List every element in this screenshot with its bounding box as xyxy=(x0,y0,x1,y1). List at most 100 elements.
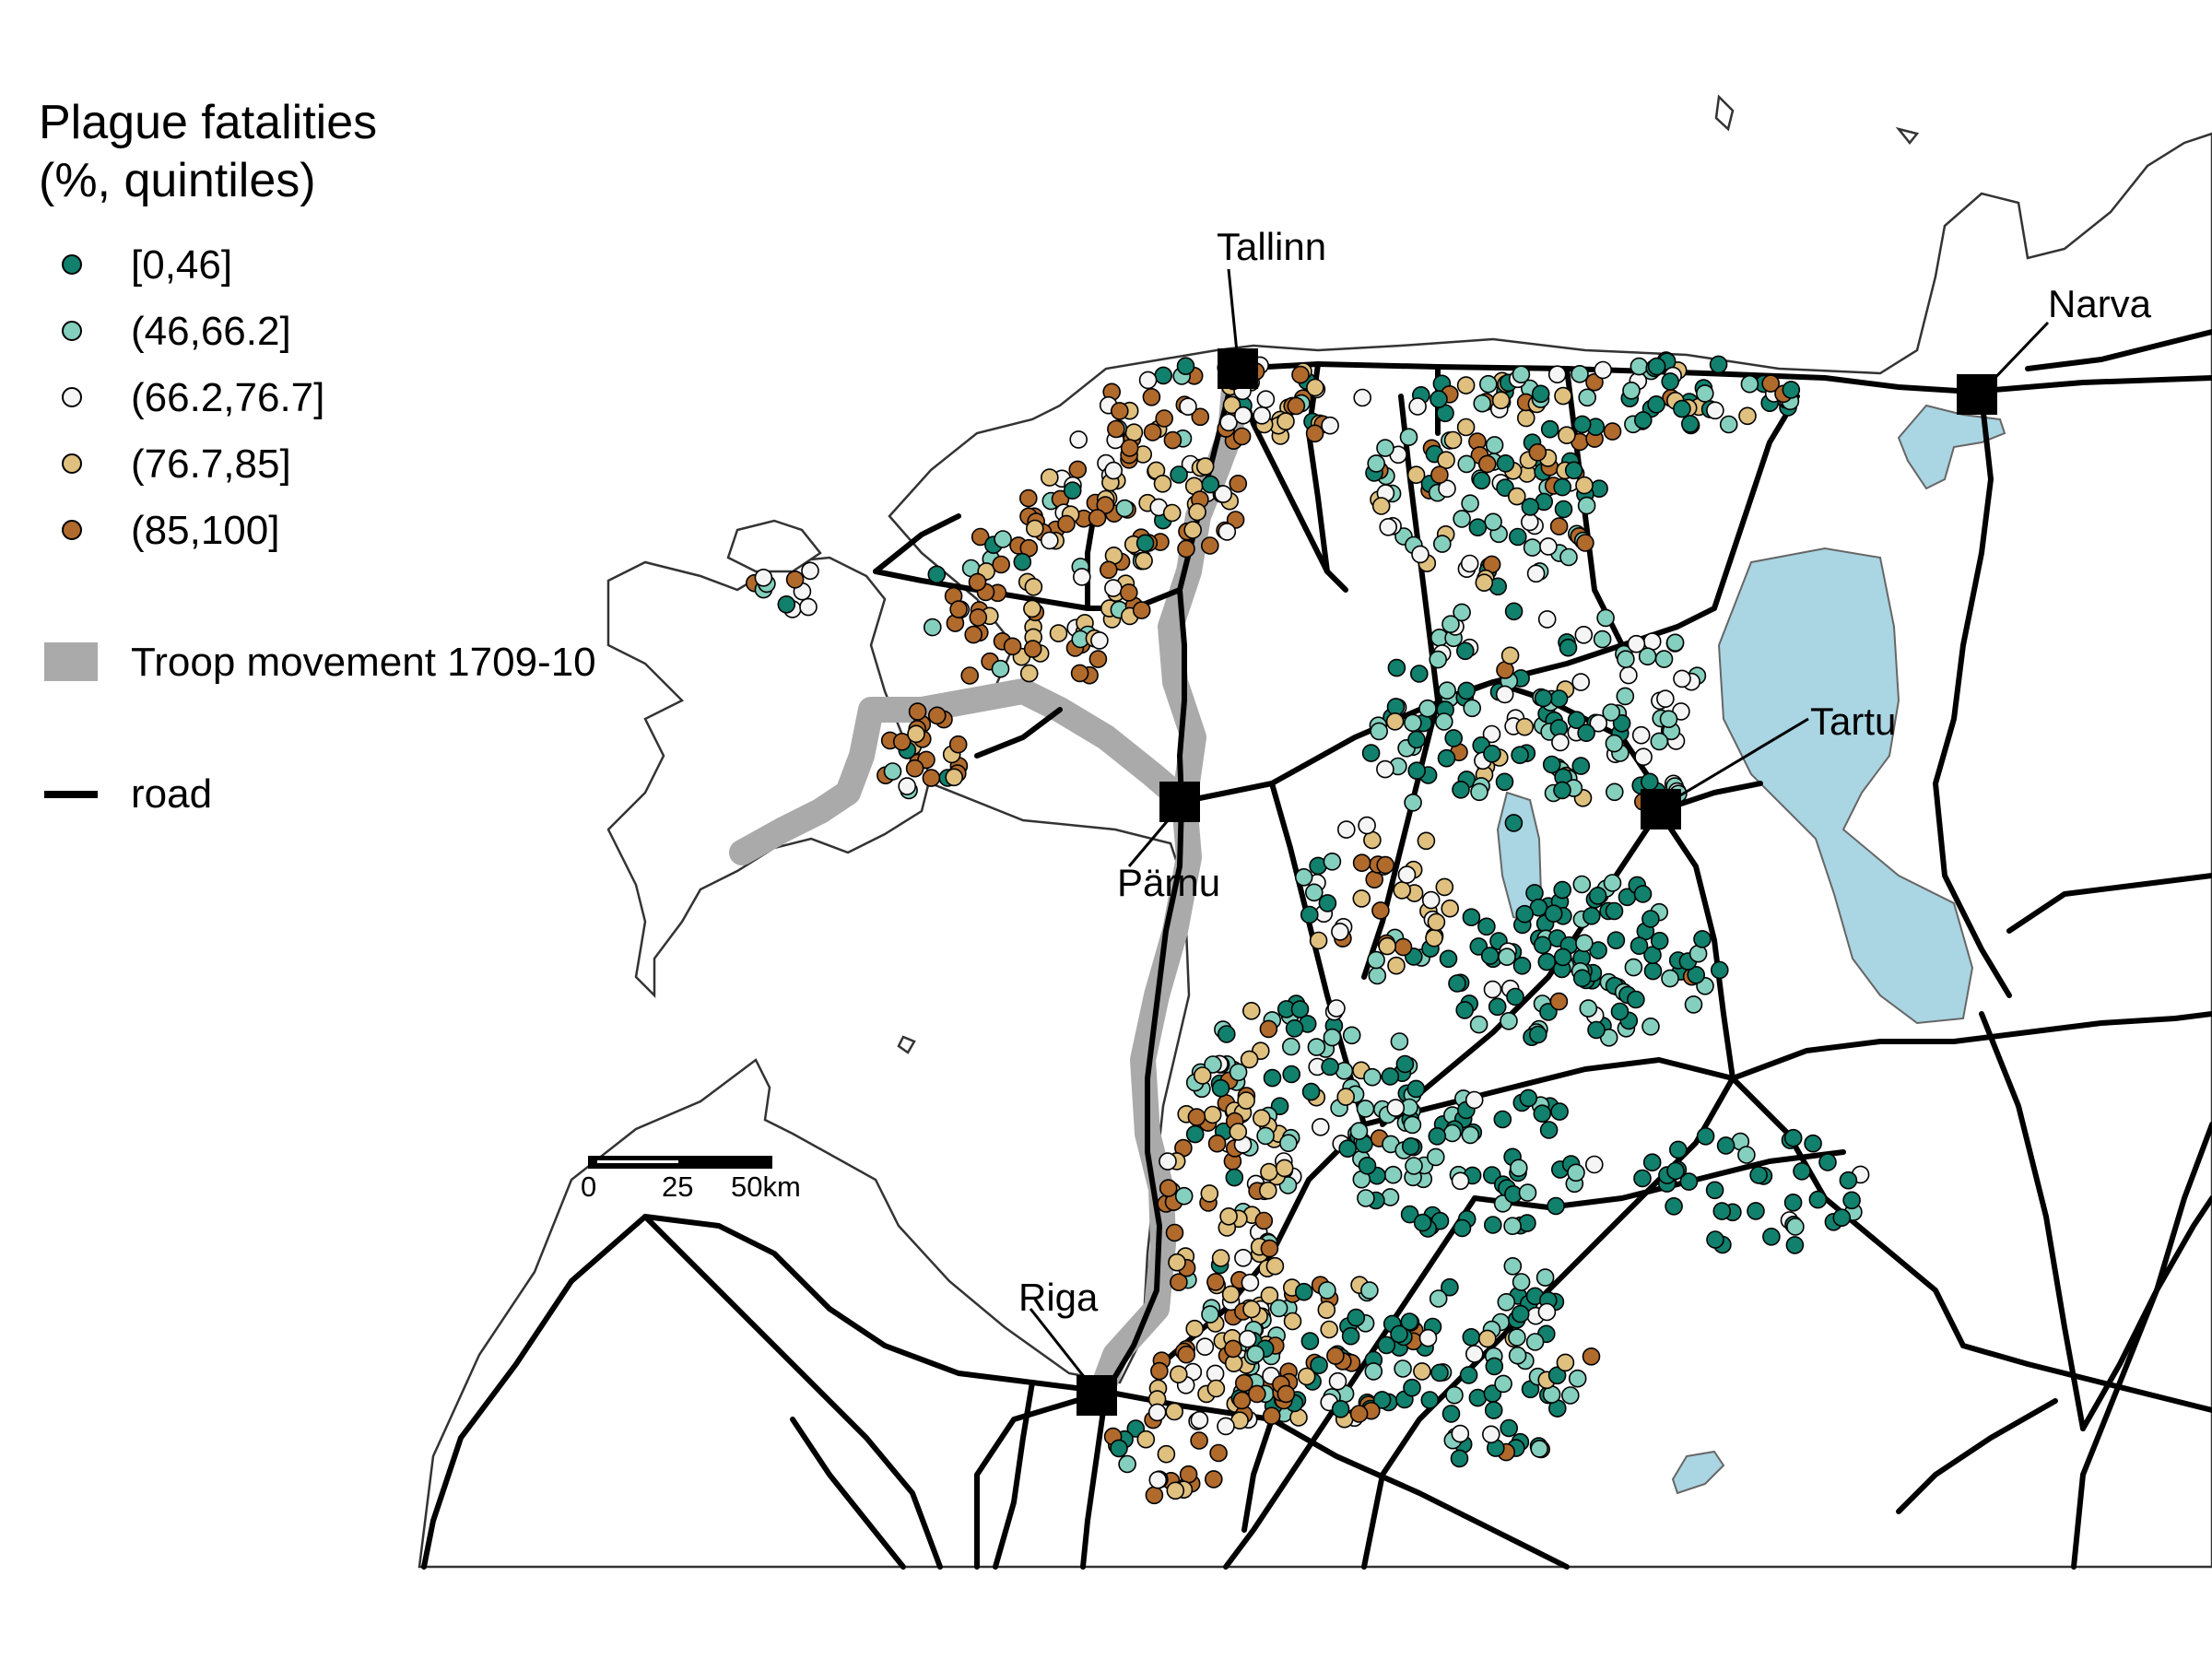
village-point xyxy=(1282,1037,1300,1056)
village-point xyxy=(1256,1126,1275,1146)
village-point xyxy=(1483,744,1501,763)
village-point xyxy=(1585,1155,1604,1174)
village-point xyxy=(1107,419,1125,439)
village-point xyxy=(1585,372,1604,392)
village-point xyxy=(1425,928,1443,947)
village-point xyxy=(1656,689,1675,709)
village-point xyxy=(1669,1140,1688,1159)
village-point xyxy=(1162,503,1182,523)
village-point xyxy=(1393,881,1411,900)
village-point xyxy=(1477,454,1497,474)
village-point xyxy=(1571,757,1591,775)
water-layer xyxy=(1496,404,2006,1495)
village-point xyxy=(1135,534,1155,553)
village-point xyxy=(1069,430,1088,449)
village-point xyxy=(1376,759,1394,779)
islet xyxy=(1895,126,1920,146)
village-point xyxy=(1166,1481,1185,1500)
village-point xyxy=(1577,724,1595,743)
village-point xyxy=(1503,1217,1522,1235)
village-point xyxy=(1554,500,1573,519)
village-point xyxy=(1737,1146,1756,1164)
village-point xyxy=(1110,1439,1128,1458)
village-point xyxy=(1349,1405,1369,1423)
village-point xyxy=(1630,357,1649,376)
city-marker xyxy=(1218,348,1258,389)
village-point xyxy=(1358,816,1376,835)
village-point xyxy=(1617,650,1635,669)
village-point xyxy=(1318,894,1337,912)
village-point xyxy=(1452,780,1470,799)
village-point xyxy=(1518,1214,1536,1232)
village-point xyxy=(754,568,773,587)
village-point xyxy=(1518,1183,1537,1202)
village-point xyxy=(1263,1068,1282,1088)
village-point xyxy=(1421,890,1441,910)
village-point xyxy=(1063,481,1082,500)
village-point xyxy=(1832,1208,1852,1227)
village-point xyxy=(1115,499,1135,518)
village-point xyxy=(1468,518,1488,537)
village-point xyxy=(1438,681,1456,700)
legend-title: Plague fatalities xyxy=(39,96,377,149)
village-point xyxy=(1235,1373,1253,1393)
village-point xyxy=(1761,374,1780,393)
village-point xyxy=(1579,999,1598,1018)
village-point xyxy=(1465,1090,1484,1110)
village-point xyxy=(1356,1100,1375,1118)
village-point xyxy=(1547,1366,1567,1385)
village-point xyxy=(1549,992,1569,1011)
village-point xyxy=(1138,371,1158,390)
village-point xyxy=(1453,1218,1472,1238)
village-point xyxy=(1576,534,1594,552)
village-point xyxy=(1353,388,1371,407)
village-point xyxy=(1378,936,1396,956)
village-point xyxy=(1647,394,1665,414)
village-point xyxy=(1528,442,1547,462)
road xyxy=(1656,808,1735,1081)
road xyxy=(1361,1057,1735,1127)
village-point xyxy=(1589,713,1608,733)
village-point xyxy=(1100,560,1118,580)
village-point xyxy=(1338,1139,1357,1158)
village-point xyxy=(1484,1401,1503,1419)
village-point xyxy=(1472,471,1491,490)
legend-label-q2: (46,66.2] xyxy=(131,309,291,354)
road xyxy=(1241,1417,1275,1533)
village-point xyxy=(1719,415,1738,434)
village-point xyxy=(1537,952,1557,971)
village-point xyxy=(1349,1122,1369,1140)
village-point xyxy=(1154,366,1172,385)
village-point xyxy=(1381,1067,1400,1086)
legend-swatch-q3 xyxy=(62,387,82,407)
village-point xyxy=(1057,514,1076,534)
village-point xyxy=(1438,479,1456,499)
village-point xyxy=(1170,465,1188,484)
village-point xyxy=(1521,498,1540,516)
village-point xyxy=(1024,577,1043,596)
village-point xyxy=(1323,852,1342,871)
village-point xyxy=(1782,381,1801,399)
village-point xyxy=(1441,899,1459,918)
village-point xyxy=(1441,615,1460,634)
village-point xyxy=(1479,374,1498,394)
village-point xyxy=(1321,1057,1339,1077)
village-point xyxy=(1485,1357,1504,1376)
village-point xyxy=(1461,494,1479,513)
village-point xyxy=(1666,1161,1685,1181)
village-point xyxy=(1242,1002,1261,1020)
village-point xyxy=(1495,772,1514,792)
village-point xyxy=(1461,1125,1480,1145)
village-point xyxy=(1336,1088,1355,1106)
village-point xyxy=(1540,419,1559,439)
village-point xyxy=(1491,391,1511,410)
legend-swatch-troop xyxy=(44,642,98,681)
village-point xyxy=(1222,395,1241,415)
village-point xyxy=(1195,1337,1215,1356)
village-point xyxy=(1132,601,1151,619)
village-point xyxy=(1364,1362,1383,1381)
village-point xyxy=(1456,641,1475,661)
village-point xyxy=(1377,1335,1396,1355)
village-point xyxy=(1482,1425,1500,1444)
village-point xyxy=(1445,1385,1464,1405)
